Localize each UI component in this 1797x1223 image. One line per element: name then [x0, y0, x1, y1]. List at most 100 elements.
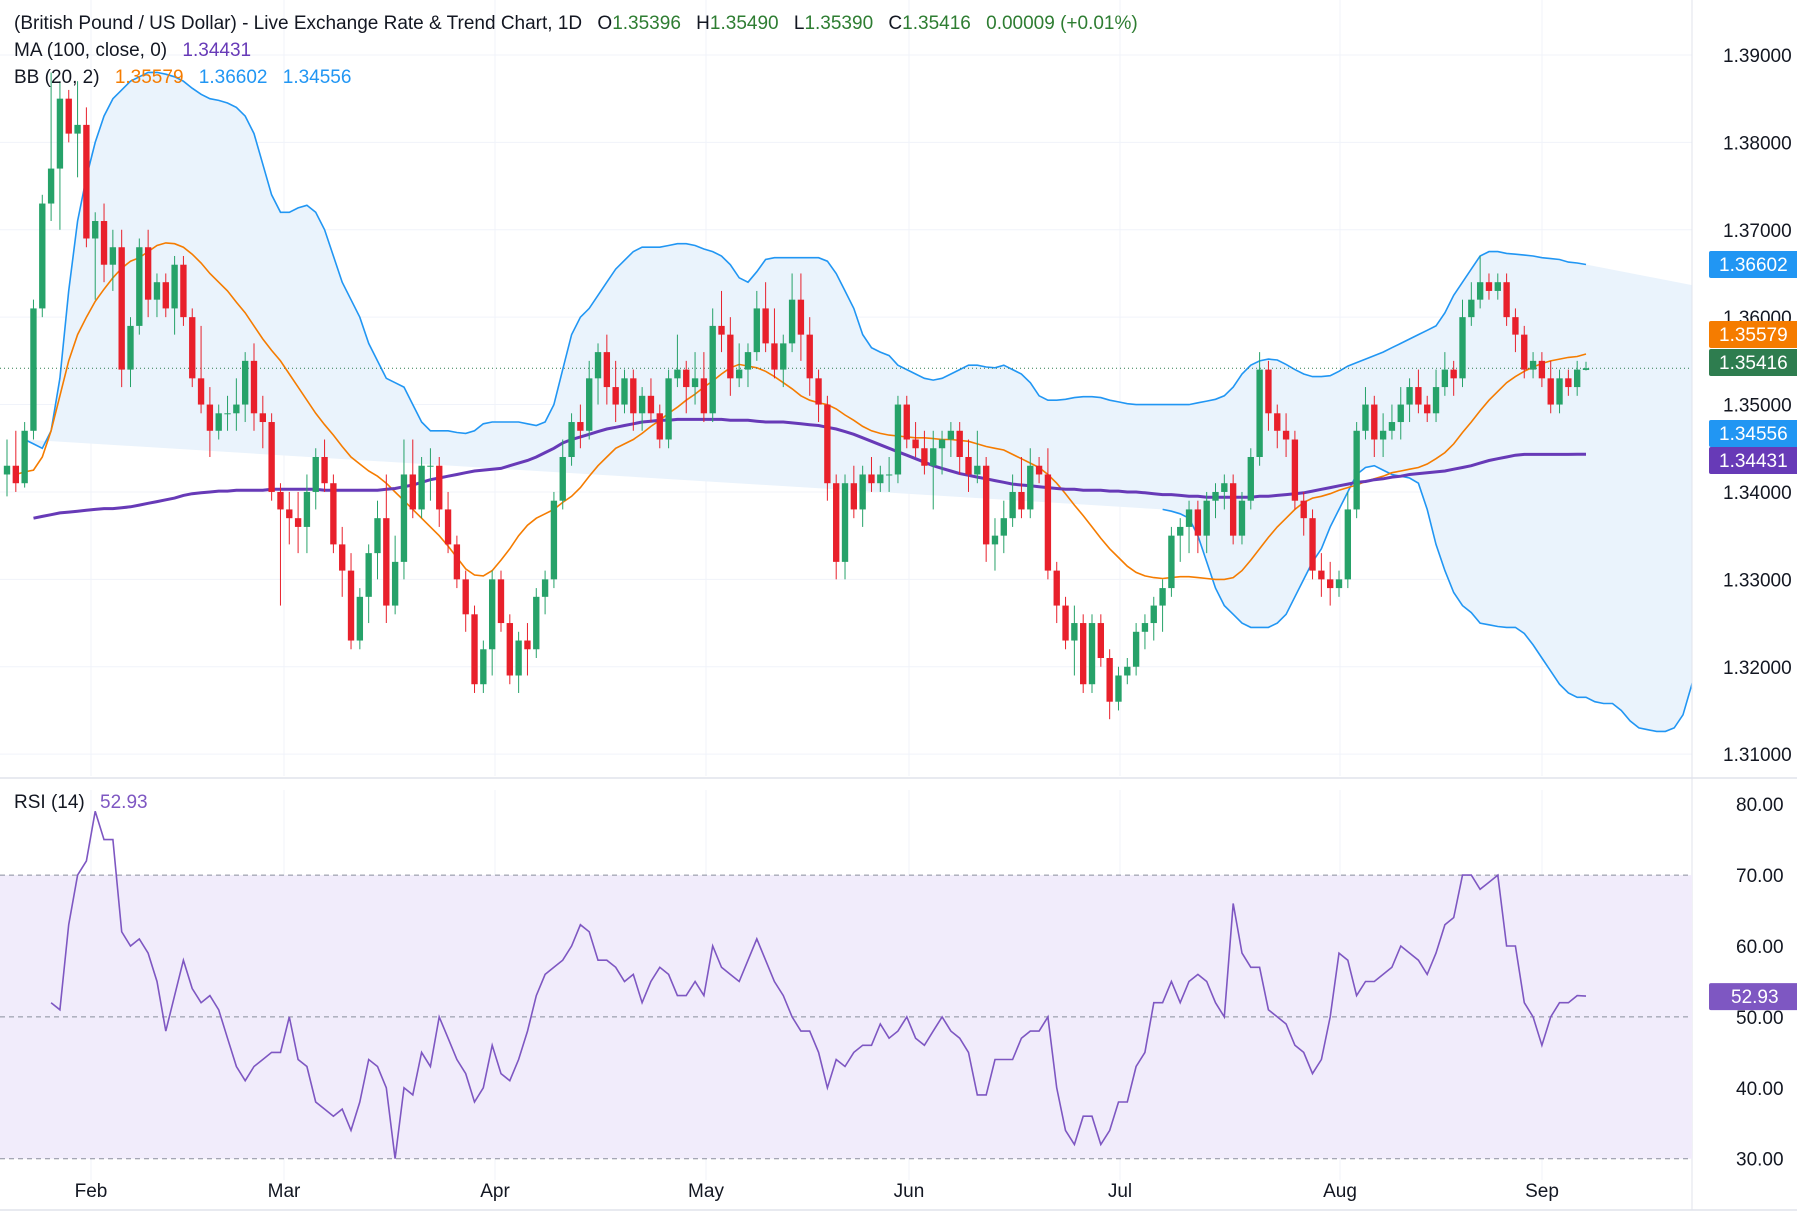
- candle-body: [215, 413, 222, 431]
- candle: [1035, 456, 1043, 484]
- candle-body: [1406, 387, 1413, 405]
- candle-body: [850, 483, 858, 510]
- candle: [206, 387, 214, 457]
- price-tick-label: 1.37000: [1723, 221, 1792, 242]
- candle-body: [1168, 535, 1175, 589]
- candle-body: [1353, 430, 1360, 510]
- rsi-tick-label: 60.00: [1736, 937, 1784, 958]
- candle-body: [1485, 282, 1493, 291]
- candle: [356, 588, 364, 650]
- candle-body: [824, 404, 831, 484]
- candle: [1362, 387, 1369, 440]
- candle-body: [374, 518, 381, 554]
- rsi-tick-label: 70.00: [1736, 866, 1784, 887]
- candle-body: [1035, 465, 1043, 475]
- price-tag: 1.34431: [1709, 447, 1797, 474]
- candle-body: [1194, 509, 1202, 536]
- candle-body: [709, 325, 716, 414]
- candle: [427, 448, 434, 501]
- ohlc-high: H1.35490: [696, 13, 779, 34]
- candle: [321, 439, 328, 492]
- candle: [1203, 491, 1210, 554]
- candle: [312, 448, 319, 510]
- candle-body: [815, 378, 822, 405]
- candle-body: [286, 509, 293, 519]
- candle-body: [1212, 491, 1219, 501]
- price-tag: 1.35579: [1709, 321, 1797, 348]
- candle-body: [647, 395, 655, 414]
- candle-body: [938, 439, 946, 449]
- candle: [1265, 360, 1272, 431]
- rsi-tick-label: 80.00: [1736, 795, 1784, 816]
- rsi-tick-label: 40.00: [1736, 1079, 1784, 1100]
- candle: [885, 456, 893, 492]
- candle: [691, 352, 699, 405]
- candle: [797, 273, 805, 361]
- candle-body: [1300, 500, 1307, 519]
- candle-body: [1177, 526, 1184, 536]
- candle-body: [841, 483, 849, 562]
- candle: [1238, 491, 1246, 545]
- candle-body: [982, 465, 990, 545]
- candle-body: [1097, 623, 1105, 659]
- ohlc-open: O1.35396: [597, 13, 681, 34]
- bb-legend[interactable]: BB (20, 2) 1.35579 1.36602 1.34556: [14, 67, 361, 89]
- ma-legend[interactable]: MA (100, close, 0) 1.34431: [14, 40, 261, 62]
- candle-body: [1238, 500, 1246, 536]
- candle: [74, 81, 81, 178]
- candle: [303, 474, 311, 554]
- candle-body: [727, 334, 734, 379]
- candle-body: [991, 535, 999, 545]
- bollinger-lower-line: [1162, 464, 1692, 733]
- candle: [347, 553, 355, 650]
- candle-body: [144, 247, 152, 300]
- candle-body: [127, 325, 134, 370]
- candle: [383, 474, 390, 624]
- candle-body: [541, 579, 549, 597]
- candle: [1168, 526, 1175, 597]
- candle: [1538, 352, 1546, 388]
- candle-body: [665, 378, 672, 440]
- candle: [1424, 395, 1431, 423]
- candle: [753, 290, 760, 361]
- candle: [1432, 369, 1440, 423]
- candle: [841, 474, 849, 580]
- candle-body: [788, 299, 796, 344]
- rsi-legend[interactable]: RSI (14) 52.93: [14, 792, 158, 814]
- candle-body: [136, 247, 143, 326]
- candle-body: [3, 465, 11, 475]
- candle-body: [321, 456, 328, 484]
- candle-body: [550, 500, 558, 580]
- candle-body: [1494, 282, 1501, 291]
- candle: [330, 474, 337, 554]
- candle-body: [488, 579, 496, 650]
- candle: [1512, 308, 1519, 353]
- candle-body: [471, 614, 478, 685]
- candle-body: [1088, 623, 1096, 685]
- candle-body: [1071, 623, 1078, 641]
- candle-body: [1282, 430, 1290, 440]
- candle-body: [1185, 509, 1193, 527]
- candle: [1097, 614, 1105, 667]
- candle: [735, 343, 743, 388]
- candle-body: [47, 168, 55, 204]
- rsi-plot: [0, 811, 1692, 1160]
- ma-legend-value: 1.34431: [182, 40, 252, 61]
- candle: [1397, 387, 1404, 440]
- candle-body: [330, 483, 337, 545]
- candle-body: [603, 352, 611, 388]
- candle: [1318, 553, 1325, 597]
- price-tick-label: 1.39000: [1723, 46, 1792, 67]
- candle: [1212, 483, 1219, 519]
- price-tag-text: 1.35579: [1719, 325, 1788, 346]
- candle: [21, 422, 28, 488]
- candle-body: [974, 465, 981, 475]
- candle-body: [797, 299, 805, 335]
- candle: [1388, 404, 1396, 440]
- time-tick-label: Apr: [480, 1181, 510, 1202]
- price-tag: 1.34556: [1709, 420, 1797, 447]
- candle: [162, 273, 169, 318]
- candle-body: [1229, 483, 1237, 536]
- candle-body: [1044, 474, 1052, 571]
